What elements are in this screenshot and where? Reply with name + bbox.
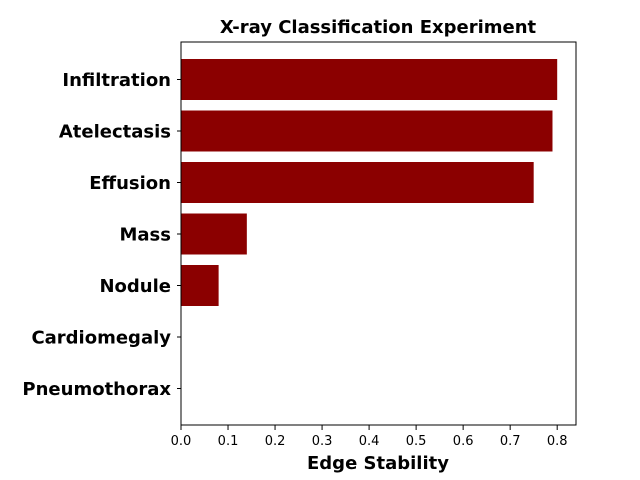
bar-atelectasis [181,110,553,152]
x-tick-label-0-2: 0.2 [265,434,286,449]
x-tick-label-0-7: 0.7 [500,434,521,449]
chart-title: X-ray Classification Experiment [220,17,537,38]
plot-area-frame [180,41,577,426]
x-axis-label: Edge Stability [307,453,449,474]
x-tick-label-0-5: 0.5 [406,434,427,449]
bar-mass [181,213,247,255]
category-label-mass: Mass [120,225,172,246]
x-tick-label-0-4: 0.4 [359,434,380,449]
category-label-infiltration: Infiltration [62,70,171,91]
x-axis-ticks: 0.0 0.1 0.2 0.3 0.4 0.5 0.6 0.7 0.8 [171,425,568,449]
x-tick-label-0-8: 0.8 [547,434,568,449]
category-label-cardiomegaly: Cardiomegaly [31,328,171,349]
bar-effusion [181,162,534,203]
category-label-atelectasis: Atelectasis [59,122,171,143]
category-label-effusion: Effusion [89,173,171,194]
bar-infiltration [181,59,558,100]
category-label-pneumothorax: Pneumothorax [22,379,171,400]
y-axis-tick-labels: Infiltration Atelectasis Effusion Mass Nodul… [22,70,181,400]
x-tick-label-0-6: 0.6 [453,434,474,449]
bar-nodule [181,265,219,306]
x-tick-label-0-3: 0.3 [312,434,333,449]
bars-group [181,59,558,306]
x-tick-label-0-1: 0.1 [218,434,239,449]
x-tick-label-0-0: 0.0 [171,434,192,449]
category-label-nodule: Nodule [99,276,171,297]
